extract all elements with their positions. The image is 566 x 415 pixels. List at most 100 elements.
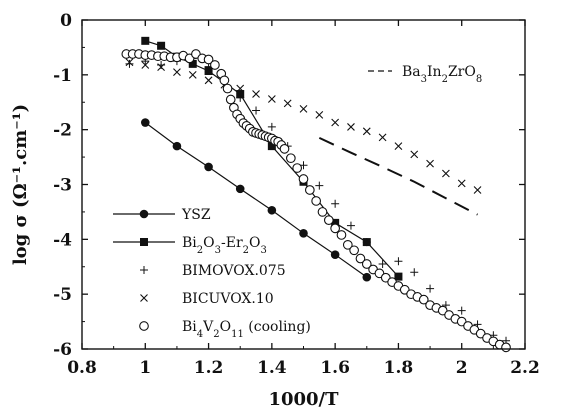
legend-item: Bi4V2O11 (cooling) [139, 319, 311, 340]
series-1 [141, 36, 403, 281]
series-line [318, 136, 478, 216]
legend-label: Bi4V2O11 (cooling) [182, 319, 311, 340]
data-point [362, 272, 372, 282]
legend: YSZ Bi2O3-Er2O3 BIMOVOX.075 BICUVOX.10 Bi4V2… [113, 207, 311, 340]
axes: 0.8 1 1.2 1.4 1.6 1.8 2 2.2 0 -1 -2 -3 -4 -5 -6 1000/T l… [10, 11, 540, 410]
data-point [298, 174, 309, 184]
x-tick-label: 1 [139, 358, 151, 378]
data-point [330, 250, 340, 259]
legend-label: BIMOVOX.075 [182, 263, 286, 279]
data-point [331, 218, 340, 227]
data-point [426, 159, 434, 168]
data-point [267, 205, 277, 215]
y-tick-label: -6 [53, 340, 72, 360]
legend-marker [139, 209, 149, 219]
data-point [267, 122, 276, 131]
y-tick-label: -3 [53, 176, 72, 196]
x-tick-label: 1.2 [194, 358, 224, 378]
data-point [267, 95, 276, 103]
legend-label: BICUVOX.10 [182, 291, 274, 307]
data-point [394, 142, 403, 151]
data-point [299, 229, 308, 238]
data-point [410, 268, 419, 277]
data-point [457, 179, 466, 188]
x-tick-label: 2 [456, 358, 468, 378]
data-point [346, 221, 355, 230]
data-point [361, 259, 372, 269]
data-point [362, 127, 371, 136]
legend-marker [140, 266, 148, 274]
data-point [157, 63, 165, 72]
data-point [125, 59, 134, 68]
data-point [336, 230, 347, 240]
data-point [203, 54, 214, 65]
data-point [204, 162, 213, 172]
data-point [331, 199, 340, 208]
data-point [378, 133, 387, 142]
data-point [315, 110, 324, 119]
data-point [283, 99, 292, 108]
data-point [204, 66, 213, 75]
data-point [204, 76, 213, 85]
legend-item: BICUVOX.10 [140, 291, 274, 307]
data-point [331, 118, 340, 127]
y-tick-label: -2 [53, 121, 72, 141]
legend-label: YSZ [181, 207, 211, 223]
data-point [188, 59, 197, 68]
series-line [144, 122, 368, 278]
x-tick-label: 0.8 [67, 358, 97, 378]
y-tick-label: 0 [60, 11, 72, 31]
data-point [141, 61, 150, 69]
data-point [311, 196, 322, 206]
data-point [225, 94, 236, 105]
x-tick-label: 2.2 [510, 358, 540, 378]
data-point [252, 106, 261, 115]
data-point [219, 75, 230, 86]
data-point [172, 141, 182, 151]
data-point [188, 70, 197, 79]
data-point [173, 68, 181, 76]
data-point [394, 272, 403, 281]
legend-item: Bi2O3-Er2O3 [113, 235, 267, 256]
data-point [330, 223, 340, 234]
series-0 [140, 118, 372, 282]
data-point [267, 142, 276, 151]
y-tick-label: -5 [53, 285, 72, 305]
data-point [235, 184, 245, 194]
data-marks [121, 36, 511, 353]
y-tick-label: -1 [53, 66, 72, 86]
data-point [355, 253, 366, 264]
data-point [347, 123, 355, 131]
data-point [410, 150, 419, 159]
data-point [299, 104, 308, 113]
data-point [292, 163, 303, 173]
data-point [362, 238, 371, 247]
x-tick-label: 1.4 [257, 358, 287, 378]
data-point [501, 342, 511, 353]
legend-marker [139, 321, 149, 331]
data-point [279, 144, 290, 154]
data-point [157, 41, 166, 50]
data-point [125, 58, 134, 67]
inset-legend-label: Ba3In2ZrO8 [402, 64, 482, 85]
x-axis-label: 1000/T [268, 389, 339, 410]
data-point [141, 36, 150, 45]
data-point [473, 186, 482, 194]
y-axis-label: log σ (Ω⁻¹.cm⁻¹) [10, 104, 31, 265]
data-point [342, 239, 353, 250]
data-point [418, 294, 429, 305]
data-point [394, 257, 403, 266]
inset-legend: Ba3In2ZrO8 [368, 64, 482, 85]
legend-item: BIMOVOX.075 [140, 263, 286, 279]
data-point [236, 84, 245, 93]
data-point [140, 118, 150, 127]
data-point [426, 284, 435, 293]
data-point [349, 245, 359, 256]
data-point [252, 90, 260, 98]
x-tick-label: 1.8 [384, 358, 414, 378]
data-point [317, 207, 328, 217]
legend-label: Bi2O3-Er2O3 [182, 235, 267, 256]
data-point [457, 306, 466, 315]
series-4 [121, 49, 511, 353]
